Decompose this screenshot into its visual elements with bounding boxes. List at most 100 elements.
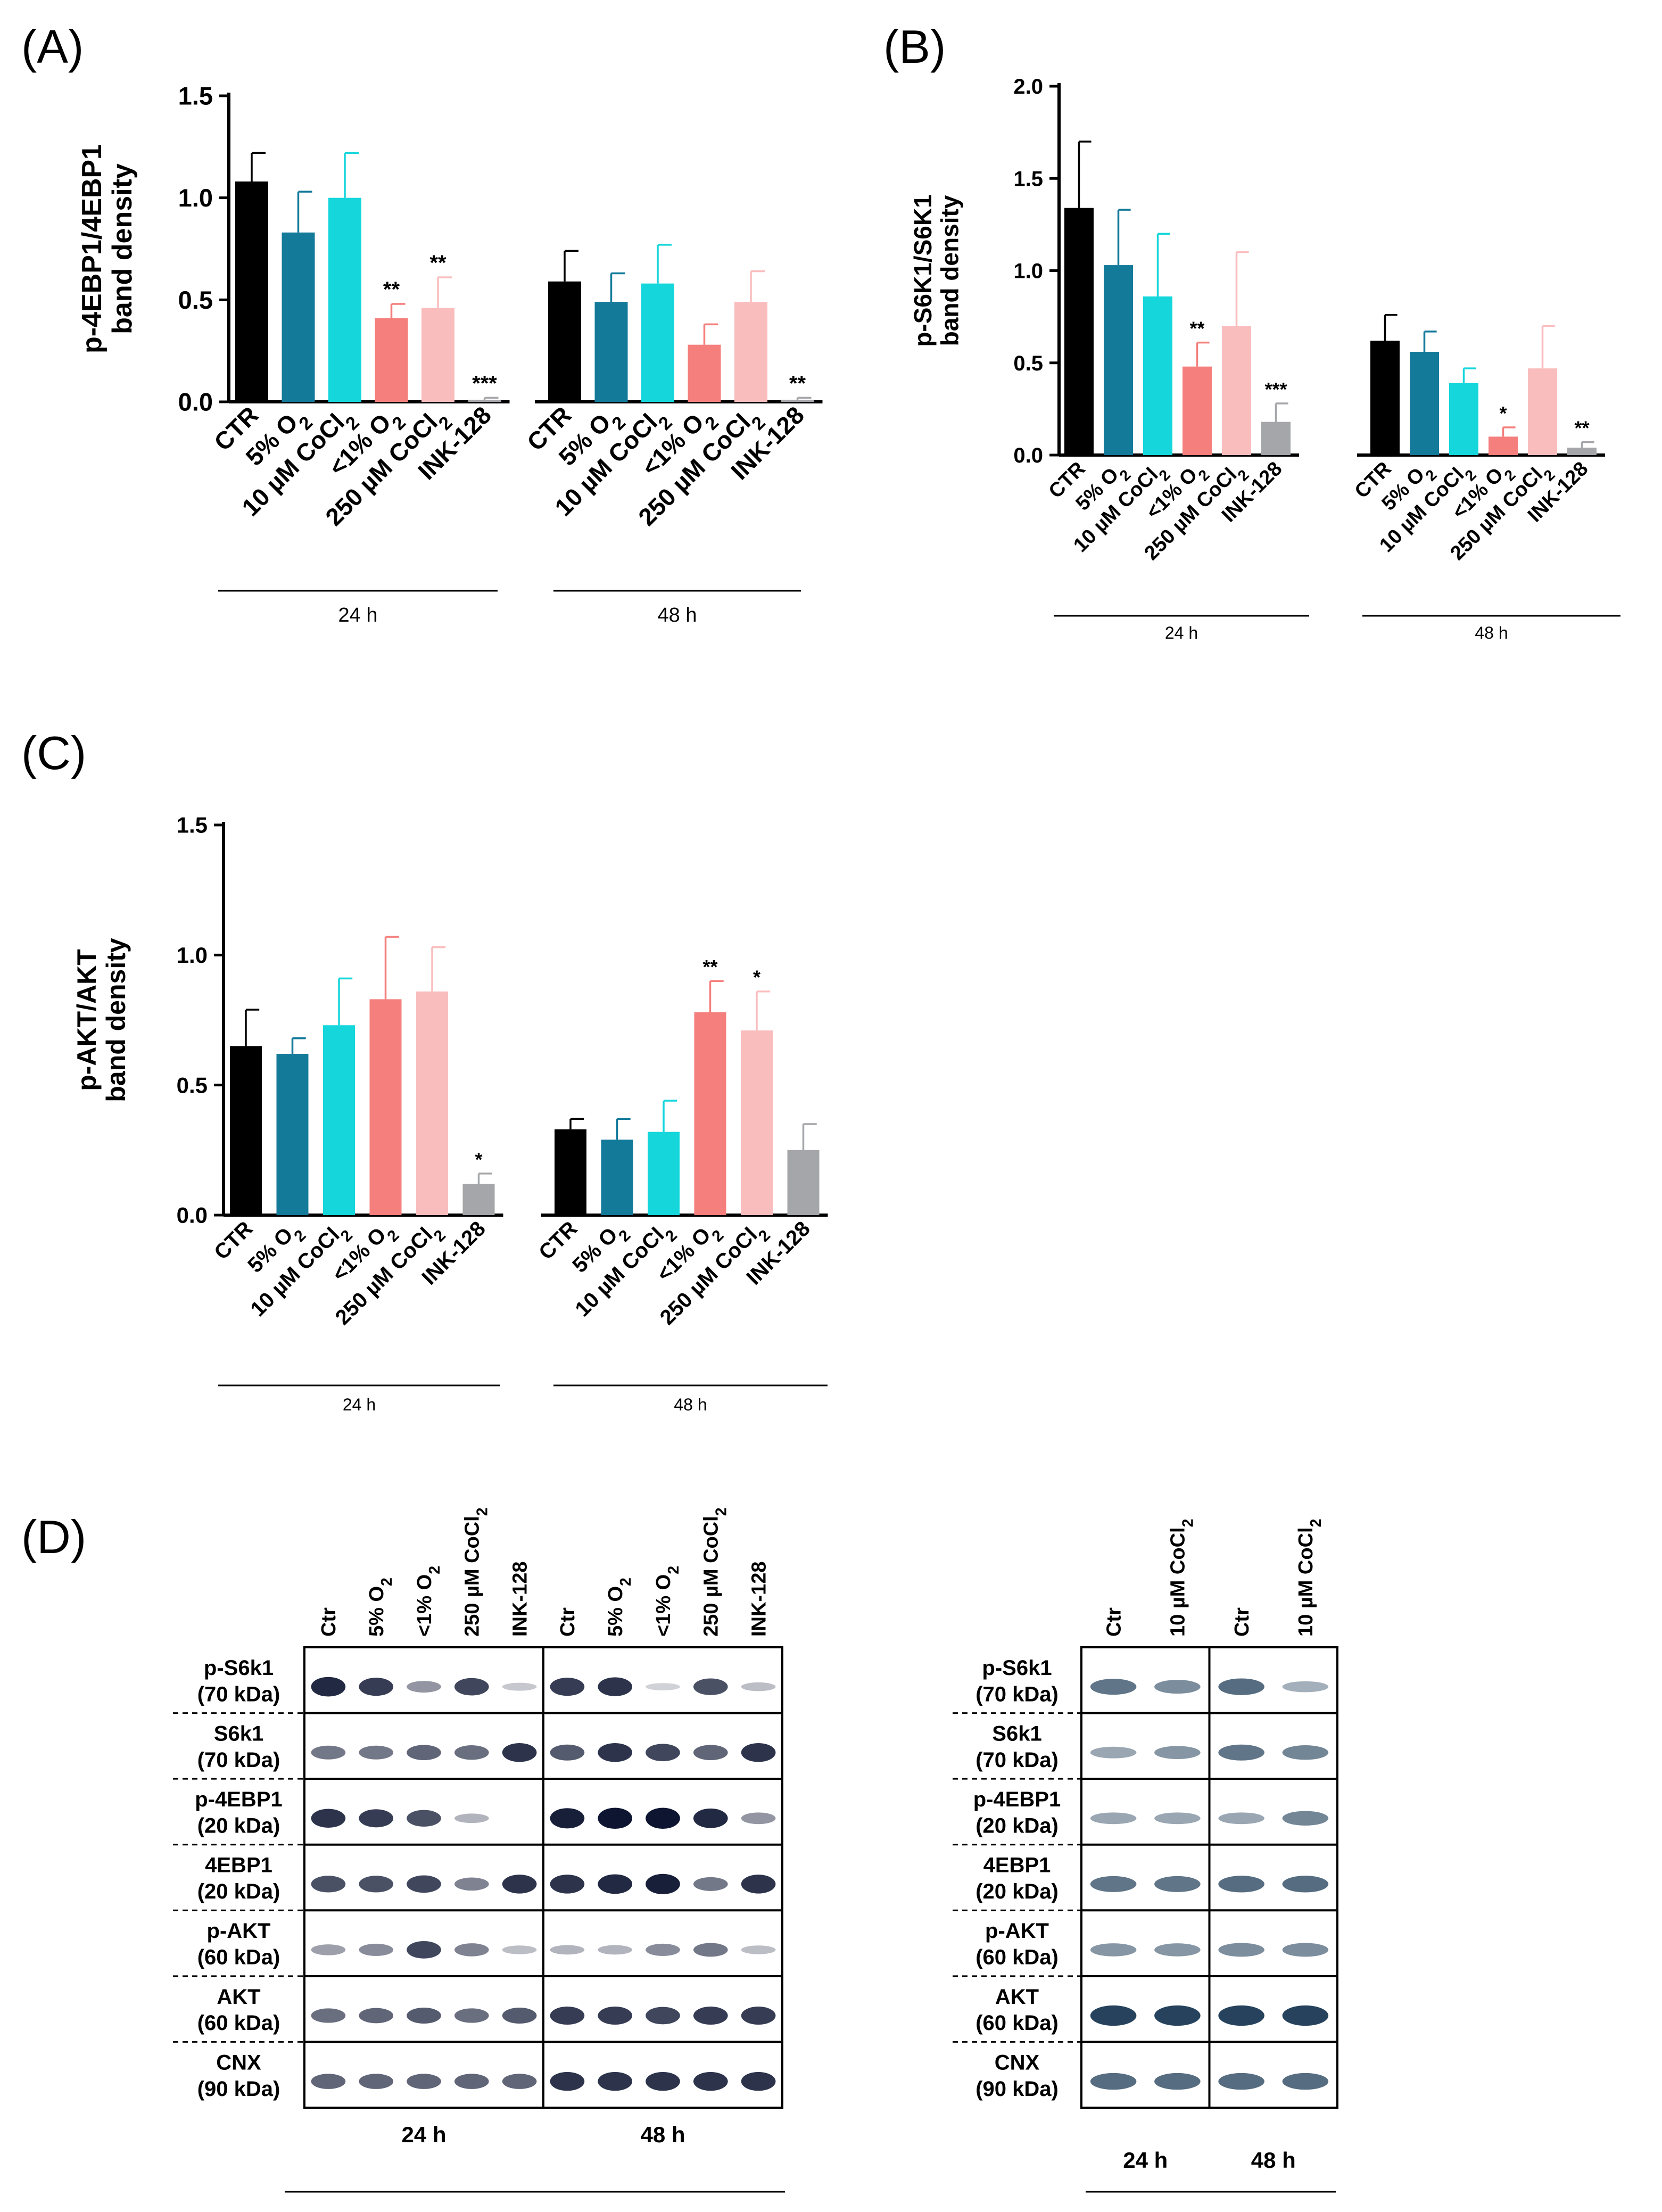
band-p-s6k1-lane-3 <box>1218 1678 1264 1695</box>
bar-250-m-cocl2-24-h <box>416 991 448 1215</box>
band-s6k1-lane-4 <box>454 1745 489 1760</box>
bar-5-o2-48-h <box>1410 351 1439 455</box>
band-s6k1-lane-1 <box>1090 1746 1137 1759</box>
bar-250-m-cocl2-48-h <box>741 1030 773 1215</box>
band-4ebp1-lane-8 <box>646 1873 680 1894</box>
band-p-4ebp1-lane-1 <box>311 1809 346 1828</box>
lane-label: INK-128 <box>509 1562 531 1637</box>
band-akt-lane-1 <box>311 2008 346 2023</box>
band-cnx-lane-2 <box>1154 2073 1201 2090</box>
band-4ebp1-lane-7 <box>598 1874 633 1894</box>
band-p-4ebp1-lane-7 <box>598 1807 633 1829</box>
row-label: CNX <box>216 2051 261 2074</box>
bar-5-o2-24-h <box>1104 265 1133 455</box>
y-axis-label: p-4EBP1/4EBP1band density <box>77 144 138 353</box>
band-p-akt-lane-9 <box>693 1943 728 1957</box>
band-p-4ebp1-lane-8 <box>646 1807 680 1829</box>
panel-b: (B) 0.0 0.5 1.0 1.5 2.0 p-S6K1/S6K1band densit… <box>883 20 1620 642</box>
row-label: p-AKT <box>985 1919 1049 1943</box>
blot-left: Ctr 5% O2 <1% O2 250 µM CoCl2 INK-128 Ctr 5% O… <box>173 1507 785 2193</box>
bar-1-o2-24-h <box>369 999 402 1215</box>
band-p-4ebp1-lane-3 <box>1218 1812 1264 1825</box>
band-cnx-lane-1 <box>311 2074 346 2089</box>
bar-1-o2-24-h <box>1183 366 1212 455</box>
y-tick-label: 0.5 <box>1013 352 1043 375</box>
bar-1-o2-48-h <box>688 344 721 402</box>
band-p-4ebp1-lane-4 <box>454 1813 489 1823</box>
row-kda-label: (20 kDa) <box>975 1814 1059 1837</box>
row-kda-label: (70 kDa) <box>975 1748 1059 1772</box>
lane-label: <1% O2 <box>414 1566 443 1637</box>
band-cnx-lane-1 <box>1090 2073 1137 2090</box>
band-akt-lane-4 <box>1282 2005 1329 2026</box>
y-tick-label: 0.0 <box>178 387 213 416</box>
group-label: 24 h <box>1165 623 1198 642</box>
significance-label: *** <box>472 372 497 395</box>
y-tick-label: 1.0 <box>177 943 208 968</box>
band-s6k1-lane-9 <box>693 1745 728 1761</box>
y-tick-label: 2.0 <box>1013 75 1043 98</box>
bar-ink-128-48-h <box>787 1150 820 1215</box>
bar-ink-128-24-h <box>468 400 501 402</box>
y-tick-label: 1.5 <box>1013 167 1043 191</box>
band-cnx-lane-4 <box>1282 2073 1329 2090</box>
blot-group-label: 24 h <box>1123 2148 1168 2173</box>
band-p-akt-lane-6 <box>550 1945 585 1955</box>
row-label: p-4EBP1 <box>195 1788 283 1811</box>
band-4ebp1-lane-2 <box>1154 1876 1201 1892</box>
panel-label: (C) <box>21 727 86 779</box>
y-tick-label: 1.0 <box>1013 260 1043 283</box>
panel-label: (D) <box>21 1511 86 1563</box>
bar-10-m-cocl2-24-h <box>328 197 361 402</box>
band-p-akt-lane-3 <box>407 1941 441 1959</box>
lane-label: 5% O2 <box>605 1578 634 1637</box>
blot-group-label: 48 h <box>1251 2148 1296 2173</box>
band-cnx-lane-8 <box>646 2071 680 2091</box>
band-p-s6k1-lane-3 <box>407 1681 441 1693</box>
band-akt-lane-10 <box>741 2006 776 2025</box>
y-axis-label-line: p-S6K1/S6K1 <box>909 194 937 346</box>
band-akt-lane-6 <box>550 2006 585 2025</box>
row-kda-label: (60 kDa) <box>197 2011 280 2035</box>
y-axis-label-line: p-4EBP1/4EBP1 <box>77 144 108 353</box>
row-kda-label: (20 kDa) <box>975 1880 1059 1903</box>
row-kda-label: (70 kDa) <box>975 1682 1059 1706</box>
row-label: S6k1 <box>992 1722 1041 1745</box>
significance-label: ** <box>1189 318 1204 340</box>
bar-250-m-cocl2-48-h <box>1528 368 1557 455</box>
bar-5-o2-48-h <box>594 302 628 402</box>
lane-label: 5% O2 <box>366 1578 395 1637</box>
bar-10-m-cocl2-24-h <box>323 1025 355 1215</box>
bar-ctr-48-h <box>555 1129 586 1215</box>
bar-10-m-cocl2-48-h <box>648 1132 680 1215</box>
row-label: AKT <box>217 1985 260 2009</box>
band-p-s6k1-lane-5 <box>502 1682 537 1691</box>
lane-label: INK-128 <box>748 1562 770 1637</box>
band-s6k1-lane-3 <box>407 1745 441 1761</box>
row-label: p-4EBP1 <box>973 1788 1061 1811</box>
significance-label: * <box>1499 402 1507 424</box>
y-axis-label-line: band density <box>936 195 964 346</box>
band-p-s6k1-lane-4 <box>454 1678 489 1696</box>
bar-10-m-cocl2-24-h <box>1143 296 1172 455</box>
band-p-s6k1-lane-1 <box>311 1677 346 1697</box>
band-p-4ebp1-lane-2 <box>1154 1812 1201 1825</box>
category-label: INK-128 <box>417 1217 490 1289</box>
row-kda-label: (20 kDa) <box>197 1880 280 1903</box>
bar-250-m-cocl2-24-h <box>421 308 454 402</box>
bar-5-o2-24-h <box>282 232 315 402</box>
lane-label: 250 µM CoCl2 <box>700 1507 730 1637</box>
bar-5-o2-24-h <box>276 1054 309 1215</box>
band-p-4ebp1-lane-4 <box>1282 1811 1329 1826</box>
band-p-s6k1-lane-6 <box>550 1678 585 1696</box>
lane-label: Ctr <box>318 1607 340 1637</box>
band-cnx-lane-2 <box>359 2074 394 2089</box>
bar-1-o2-48-h <box>1489 436 1518 455</box>
lane-label: <1% O2 <box>652 1566 682 1637</box>
band-cnx-lane-5 <box>502 2074 537 2089</box>
band-cnx-lane-4 <box>454 2074 489 2089</box>
band-4ebp1-lane-3 <box>1218 1876 1264 1893</box>
significance-label: ** <box>383 278 400 301</box>
